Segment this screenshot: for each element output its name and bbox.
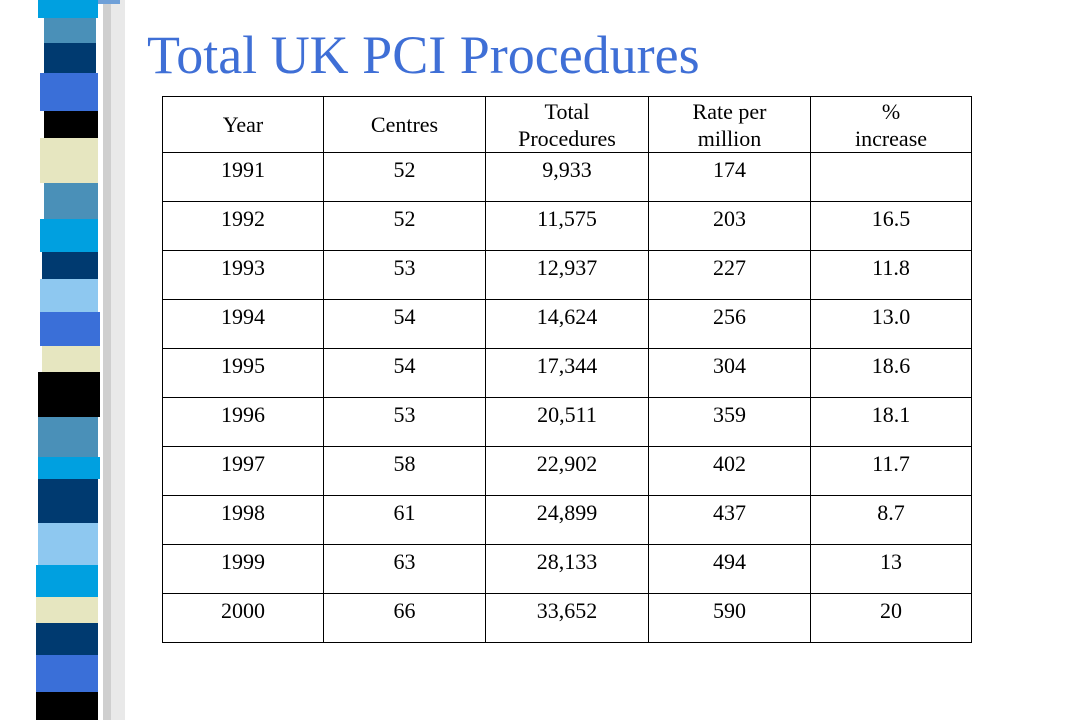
cell-total-procedures: 20,511 bbox=[485, 397, 649, 447]
cell-total-procedures: 11,575 bbox=[485, 201, 649, 251]
cell-rate-per-million: 227 bbox=[648, 250, 811, 300]
cell-year: 1993 bbox=[162, 250, 324, 300]
column-header-rate-per-million: Rate per million bbox=[648, 96, 811, 153]
cell-year: 2000 bbox=[162, 593, 324, 643]
cell-centres: 53 bbox=[323, 397, 486, 447]
cell-percent-increase bbox=[810, 152, 972, 202]
cell-total-procedures: 14,624 bbox=[485, 299, 649, 349]
table-row: 2000 66 33,652 590 20 bbox=[162, 593, 972, 643]
cell-year: 1998 bbox=[162, 495, 324, 545]
cell-year: 1992 bbox=[162, 201, 324, 251]
cell-total-procedures: 17,344 bbox=[485, 348, 649, 398]
table-body: 1991 52 9,933 174 1992 52 11,575 203 16.5 1993 53 1… bbox=[162, 152, 972, 643]
table-row: 1997 58 22,902 402 11.7 bbox=[162, 446, 972, 496]
column-header-text: Total bbox=[544, 98, 590, 124]
side-bar-shadow-inner bbox=[103, 0, 111, 720]
table-row: 1994 54 14,624 256 13.0 bbox=[162, 299, 972, 349]
cell-year: 1991 bbox=[162, 152, 324, 202]
cell-rate-per-million: 359 bbox=[648, 397, 811, 447]
column-header-centres: Centres bbox=[323, 96, 486, 153]
cell-total-procedures: 9,933 bbox=[485, 152, 649, 202]
cell-centres: 61 bbox=[323, 495, 486, 545]
cell-percent-increase: 13 bbox=[810, 544, 972, 594]
column-header-text: million bbox=[697, 125, 762, 151]
column-header-text: Rate per bbox=[692, 98, 767, 124]
cell-percent-increase: 18.6 bbox=[810, 348, 972, 398]
column-header-year: Year bbox=[162, 96, 324, 153]
cell-centres: 66 bbox=[323, 593, 486, 643]
cell-total-procedures: 24,899 bbox=[485, 495, 649, 545]
cell-centres: 63 bbox=[323, 544, 486, 594]
column-header-total-procedures: Total Procedures bbox=[485, 96, 649, 153]
cell-year: 1995 bbox=[162, 348, 324, 398]
slide-title: Total UK PCI Procedures bbox=[147, 25, 700, 85]
cell-centres: 52 bbox=[323, 152, 486, 202]
cell-centres: 53 bbox=[323, 250, 486, 300]
decorative-side-bar bbox=[36, 0, 125, 720]
cell-percent-increase: 11.7 bbox=[810, 446, 972, 496]
cell-percent-increase: 8.7 bbox=[810, 495, 972, 545]
table-row: 1991 52 9,933 174 bbox=[162, 152, 972, 202]
cell-rate-per-million: 174 bbox=[648, 152, 811, 202]
table-row: 1999 63 28,133 494 13 bbox=[162, 544, 972, 594]
cell-rate-per-million: 203 bbox=[648, 201, 811, 251]
cell-centres: 58 bbox=[323, 446, 486, 496]
cell-centres: 54 bbox=[323, 299, 486, 349]
cell-percent-increase: 20 bbox=[810, 593, 972, 643]
cell-percent-increase: 13.0 bbox=[810, 299, 972, 349]
side-bar-blocks bbox=[36, 0, 100, 720]
table-row: 1993 53 12,937 227 11.8 bbox=[162, 250, 972, 300]
column-header-text: % bbox=[881, 98, 901, 124]
side-bar-top-accent bbox=[98, 0, 120, 4]
table-row: 1992 52 11,575 203 16.5 bbox=[162, 201, 972, 251]
cell-rate-per-million: 437 bbox=[648, 495, 811, 545]
column-header-text: increase bbox=[854, 125, 928, 151]
cell-total-procedures: 12,937 bbox=[485, 250, 649, 300]
cell-rate-per-million: 304 bbox=[648, 348, 811, 398]
cell-rate-per-million: 494 bbox=[648, 544, 811, 594]
column-header-percent-increase: % increase bbox=[810, 96, 972, 153]
cell-total-procedures: 33,652 bbox=[485, 593, 649, 643]
cell-rate-per-million: 402 bbox=[648, 446, 811, 496]
pci-procedures-table: Year Centres Total Procedures Rate per millio… bbox=[162, 96, 972, 643]
cell-percent-increase: 16.5 bbox=[810, 201, 972, 251]
column-header-text: Centres bbox=[370, 112, 439, 137]
cell-centres: 52 bbox=[323, 201, 486, 251]
column-header-text: Year bbox=[222, 112, 264, 137]
table-row: 1996 53 20,511 359 18.1 bbox=[162, 397, 972, 447]
cell-year: 1996 bbox=[162, 397, 324, 447]
cell-percent-increase: 18.1 bbox=[810, 397, 972, 447]
table-header-row: Year Centres Total Procedures Rate per millio… bbox=[162, 96, 972, 153]
column-header-text: Procedures bbox=[518, 125, 616, 151]
cell-rate-per-million: 256 bbox=[648, 299, 811, 349]
cell-rate-per-million: 590 bbox=[648, 593, 811, 643]
table-row: 1998 61 24,899 437 8.7 bbox=[162, 495, 972, 545]
cell-year: 1997 bbox=[162, 446, 324, 496]
cell-total-procedures: 28,133 bbox=[485, 544, 649, 594]
cell-year: 1999 bbox=[162, 544, 324, 594]
cell-percent-increase: 11.8 bbox=[810, 250, 972, 300]
cell-year: 1994 bbox=[162, 299, 324, 349]
cell-centres: 54 bbox=[323, 348, 486, 398]
table-row: 1995 54 17,344 304 18.6 bbox=[162, 348, 972, 398]
cell-total-procedures: 22,902 bbox=[485, 446, 649, 496]
